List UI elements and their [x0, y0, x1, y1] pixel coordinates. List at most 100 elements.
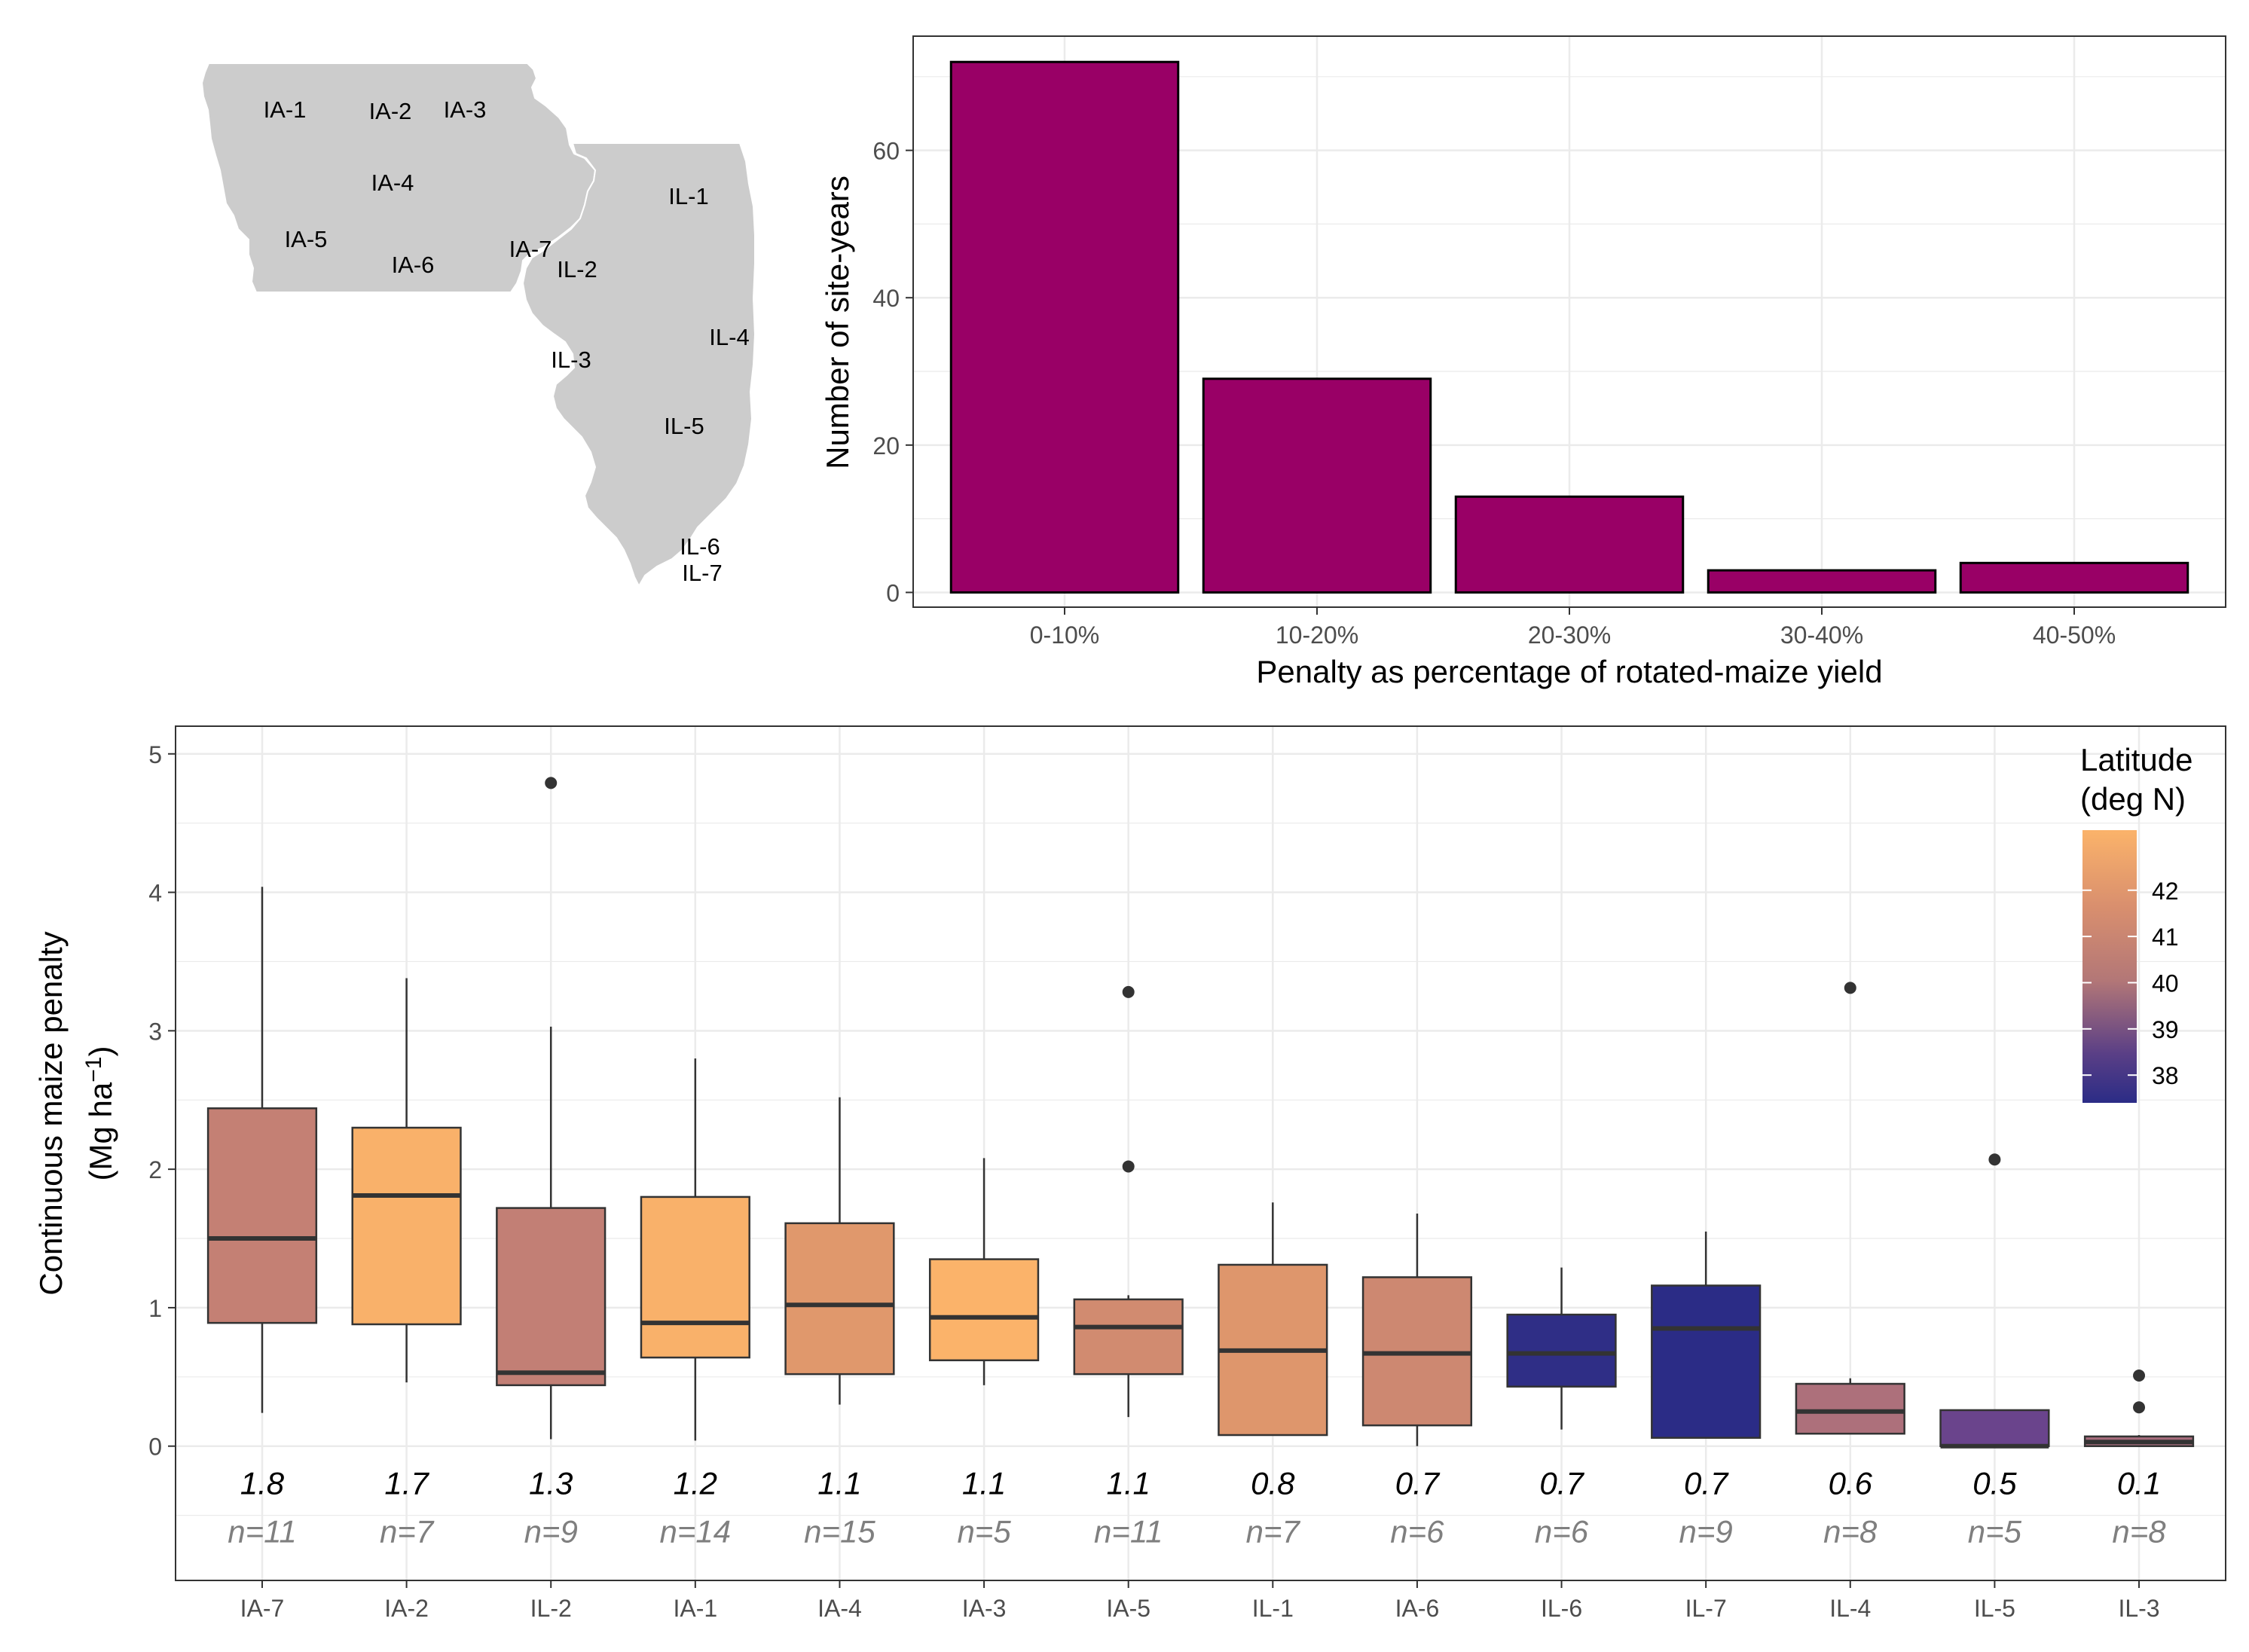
mean-penalty-label-IL-4: 0.6 [1829, 1465, 1873, 1501]
bar-chart-x-tick-label: 0-10% [1030, 621, 1100, 649]
sample-size-label-IL-4: n=8 [1823, 1514, 1878, 1550]
bar-chart-x-tick-label: 20-30% [1528, 621, 1611, 649]
iowa-illinois-map: IA-1 IA-2 IA-3 IA-4 IA-5 IA-6 IA-7 IL-1 … [200, 63, 756, 588]
sample-size-label-IL-2: n=9 [524, 1514, 578, 1550]
bar-30-40% [1707, 569, 1937, 594]
box-IL-2 [496, 1207, 607, 1387]
box-plot-y-axis-label-line2: (Mg ha−1) [81, 1046, 118, 1181]
mean-penalty-label-IA-7: 1.8 [240, 1465, 285, 1501]
sample-size-label-IL-1: n=7 [1246, 1514, 1301, 1550]
box-plot-y-axis-label-line1: Continuous maize penalty [33, 931, 69, 1295]
map-label-ia-1: IA-1 [264, 96, 307, 123]
legend-title-line1: Latitude [2080, 742, 2192, 777]
sample-size-label-IA-1: n=14 [660, 1514, 732, 1550]
legend-ticks: 42 41 40 39 38 [2082, 878, 2179, 1089]
sample-size-label-IA-4: n=15 [804, 1514, 875, 1550]
box-plot-panel-border [175, 725, 2226, 1581]
sample-size-label-IA-5: n=11 [1094, 1514, 1163, 1550]
sample-size-label-IL-6: n=6 [1535, 1514, 1589, 1550]
map-label-ia-3: IA-3 [444, 96, 487, 123]
box-plot-boxes [206, 777, 2195, 1449]
box-plot-x-tick-label-IA-5: IA-5 [1106, 1595, 1150, 1622]
bar-chart-x-ticks: 0-10% 10-20% 20-30% 30-40% 40-50% [1030, 607, 2116, 649]
box-plot-y-tick-label: 2 [148, 1156, 162, 1183]
ylabel-units-close: ) [83, 1046, 118, 1057]
box-plot-y-tick-label: 5 [148, 741, 162, 768]
legend-tick-label: 39 [2152, 1016, 2179, 1043]
map-label-il-4: IL-4 [709, 324, 749, 350]
box-plot-x-tick-label-IL-7: IL-7 [1685, 1595, 1727, 1622]
legend-tick-label: 42 [2152, 878, 2179, 905]
box-IL-6 [1506, 1313, 1617, 1388]
box-plot-x-tick-label-IA-6: IA-6 [1395, 1595, 1440, 1622]
box-plot-x-tick-label-IA-2: IA-2 [384, 1595, 429, 1622]
mean-penalty-label-IL-6: 0.7 [1539, 1465, 1584, 1501]
box-plot-x-tick-label-IL-1: IL-1 [1252, 1595, 1294, 1622]
map-label-ia-5: IA-5 [285, 226, 328, 252]
ylabel-units-superscript: −1 [81, 1057, 106, 1083]
box-plot-x-tick-label-IA-4: IA-4 [817, 1595, 862, 1622]
box-plot-x-tick-label-IA-1: IA-1 [673, 1595, 717, 1622]
bar-chart-y-axis-label: Number of site-years [820, 176, 855, 469]
box-plot-y-ticks: 0 1 2 3 4 5 [148, 741, 176, 1461]
box-plot-x-tick-label-IA-3: IA-3 [962, 1595, 1007, 1622]
box-IA-3 [928, 1258, 1040, 1362]
legend-colorbar [2082, 830, 2137, 1103]
map-label-il-5: IL-5 [664, 413, 704, 439]
map-label-ia-7: IA-7 [509, 236, 552, 262]
bar-10-20% [1202, 377, 1432, 594]
outlier-point-IA-5 [1122, 1160, 1135, 1173]
box-plot-panel-background [176, 726, 2226, 1580]
box-IA-5 [1073, 1298, 1184, 1376]
sample-size-label-IA-6: n=6 [1390, 1514, 1444, 1550]
box-IA-4 [784, 1222, 895, 1376]
box-IA-2 [351, 1126, 462, 1326]
box-IL-5 [1939, 1409, 2050, 1447]
sample-size-label-IA-2: n=7 [380, 1514, 435, 1550]
bar-chart-x-tick-label: 40-50% [2033, 621, 2116, 649]
mean-penalty-label-IA-6: 0.7 [1395, 1465, 1441, 1501]
box-plot-x-tick-label-IL-5: IL-5 [1974, 1595, 2015, 1622]
map-label-il-2: IL-2 [557, 256, 597, 282]
bar-chart: 0 20 40 60 0-10% 10-20% 20-30% 30-40% 40-50% Pe… [820, 35, 2226, 689]
box-plot-y-tick-label: 1 [148, 1295, 162, 1322]
box-plot-x-tick-label-IL-2: IL-2 [530, 1595, 572, 1622]
mean-penalty-label-IL-5: 0.5 [1972, 1465, 2017, 1501]
box-IA-7 [206, 1107, 318, 1324]
bar-chart-y-tick-label: 60 [872, 138, 900, 165]
mean-penalty-label-IA-2: 1.7 [384, 1465, 429, 1501]
mean-penalty-label-IL-7: 0.7 [1684, 1465, 1729, 1501]
box-plot-y-tick-label: 0 [148, 1434, 162, 1461]
box-plot-y-tick-label: 3 [148, 1018, 162, 1045]
outlier-point-IL-3 [2133, 1401, 2146, 1414]
latitude-legend: Latitude (deg N) 42 41 40 39 38 [2080, 742, 2192, 1103]
bar-chart-y-ticks: 0 20 40 60 [872, 138, 913, 606]
illinois-shape [521, 142, 756, 588]
legend-tick-label: 38 [2152, 1062, 2179, 1089]
sample-size-label-IA-7: n=11 [228, 1514, 297, 1550]
mean-penalty-label-IL-1: 0.8 [1251, 1465, 1295, 1501]
iowa-shape [200, 63, 597, 293]
outlier-point-IL-5 [1988, 1153, 2001, 1166]
box-plot-y-tick-label: 4 [148, 880, 162, 907]
bar-chart-x-axis-label: Penalty as percentage of rotated-maize y… [1256, 654, 1882, 689]
bar-chart-y-tick-label: 20 [872, 432, 900, 460]
sample-size-label-IL-3: n=8 [2112, 1514, 2166, 1550]
mean-penalty-label-IA-3: 1.1 [962, 1465, 1006, 1501]
mean-penalty-label-IL-2: 1.3 [529, 1465, 573, 1501]
outlier-point-IL-2 [545, 777, 558, 789]
outlier-point-IL-4 [1844, 982, 1856, 994]
bar-0-10% [949, 60, 1180, 594]
bar-chart-bars [949, 60, 2189, 594]
mean-penalty-label-IL-3: 0.1 [2117, 1465, 2161, 1501]
sample-size-label-IL-5: n=5 [1968, 1514, 2022, 1550]
box-plot-x-tick-label-IL-6: IL-6 [1541, 1595, 1582, 1622]
outlier-point-IA-5 [1122, 985, 1135, 998]
mean-penalty-label-IA-5: 1.1 [1106, 1465, 1150, 1501]
map-label-il-3: IL-3 [551, 347, 591, 373]
bar-chart-x-tick-label: 30-40% [1780, 621, 1863, 649]
bar-chart-y-tick-label: 40 [872, 285, 900, 312]
map-label-il-6: IL-6 [680, 533, 720, 560]
ylabel-units: (Mg ha [83, 1082, 118, 1180]
